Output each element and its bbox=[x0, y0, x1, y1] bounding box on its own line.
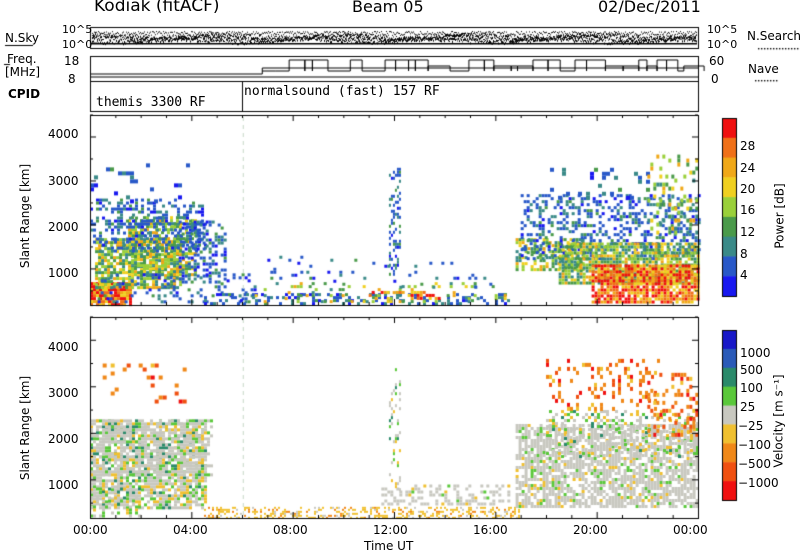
nave-label: Nave bbox=[748, 62, 779, 76]
velocity-cbar-tick-25: 25 bbox=[740, 400, 756, 414]
nave-tick-bottom: 0 bbox=[711, 72, 719, 86]
velocity-cbar-tick-neg500: −500 bbox=[738, 457, 771, 471]
power-cbar-tick-16: 16 bbox=[740, 203, 756, 217]
xtick-16: 16:00 bbox=[473, 523, 508, 537]
n-search-label: N.Search bbox=[747, 29, 800, 43]
velocity-cbar-tick-100: 100 bbox=[740, 381, 763, 395]
noise-tick-bottom-left: 10^0 bbox=[62, 38, 93, 51]
velocity-cbar-tick-neg25: −25 bbox=[738, 419, 764, 433]
power-cbar-tick-20: 20 bbox=[740, 182, 756, 196]
power-ytick-1000: 1000 bbox=[48, 266, 79, 280]
cpid-label: CPID bbox=[8, 87, 41, 101]
noise-tick-top-right: 10^5 bbox=[707, 23, 738, 36]
velocity-ytick-3000: 3000 bbox=[48, 386, 79, 400]
power-ytick-2000: 2000 bbox=[48, 220, 79, 234]
beam-title: Beam 05 bbox=[352, 0, 424, 16]
power-ytick-4000: 4000 bbox=[48, 127, 79, 141]
n-sky-label: N.Sky bbox=[5, 31, 40, 45]
freq-tick-top: 18 bbox=[64, 54, 80, 68]
power-ylabel: Slant Range [km] bbox=[18, 163, 33, 269]
xtick-00: 00:00 bbox=[73, 523, 108, 537]
power-cbar-tick-4: 4 bbox=[740, 268, 748, 282]
velocity-ylabel: Slant Range [km] bbox=[18, 375, 33, 481]
velocity-ytick-4000: 4000 bbox=[48, 340, 79, 354]
power-ytick-3000: 3000 bbox=[48, 174, 79, 188]
xtick-24: 00:00 bbox=[673, 523, 708, 537]
power-cbar-tick-8: 8 bbox=[740, 247, 748, 261]
date-title: 02/Dec/2011 bbox=[598, 0, 701, 16]
xtick-08: 08:00 bbox=[273, 523, 308, 537]
freq-label: Freq. bbox=[7, 52, 37, 66]
power-cbar-tick-12: 12 bbox=[740, 225, 756, 239]
cpid-segment-2: normalsound (fast) 157 RF bbox=[244, 84, 440, 99]
velocity-cbar-tick-1000: 1000 bbox=[740, 346, 771, 360]
velocity-cbar-tick-500: 500 bbox=[740, 363, 763, 377]
noise-tick-bottom-right: 10^0 bbox=[707, 38, 738, 51]
velocity-ytick-2000: 2000 bbox=[48, 432, 79, 446]
velocity-cbar-tick-neg1000: −1000 bbox=[738, 476, 779, 490]
velocity-cbar-tick-neg100: −100 bbox=[738, 438, 771, 452]
station-title: Kodiak (fitACF) bbox=[94, 0, 220, 16]
power-cbar-tick-28: 28 bbox=[740, 139, 756, 153]
freq-tick-bottom: 8 bbox=[68, 72, 76, 86]
velocity-ytick-1000: 1000 bbox=[48, 478, 79, 492]
freq-unit-label: [MHz] bbox=[5, 65, 41, 79]
xtick-04: 04:00 bbox=[173, 523, 208, 537]
noise-tick-top-left: 10^5 bbox=[62, 23, 93, 36]
nave-tick-top: 60 bbox=[709, 54, 725, 68]
xtick-20: 20:00 bbox=[573, 523, 608, 537]
x-axis-label: Time UT bbox=[364, 539, 414, 553]
velocity-colorbar-label: Velocity [m s⁻¹] bbox=[771, 374, 786, 468]
power-colorbar-label: Power [dB] bbox=[772, 183, 787, 249]
power-cbar-tick-24: 24 bbox=[740, 161, 756, 175]
cpid-segment-1: themis 3300 RF bbox=[96, 95, 206, 110]
xtick-12: 12:00 bbox=[373, 523, 408, 537]
